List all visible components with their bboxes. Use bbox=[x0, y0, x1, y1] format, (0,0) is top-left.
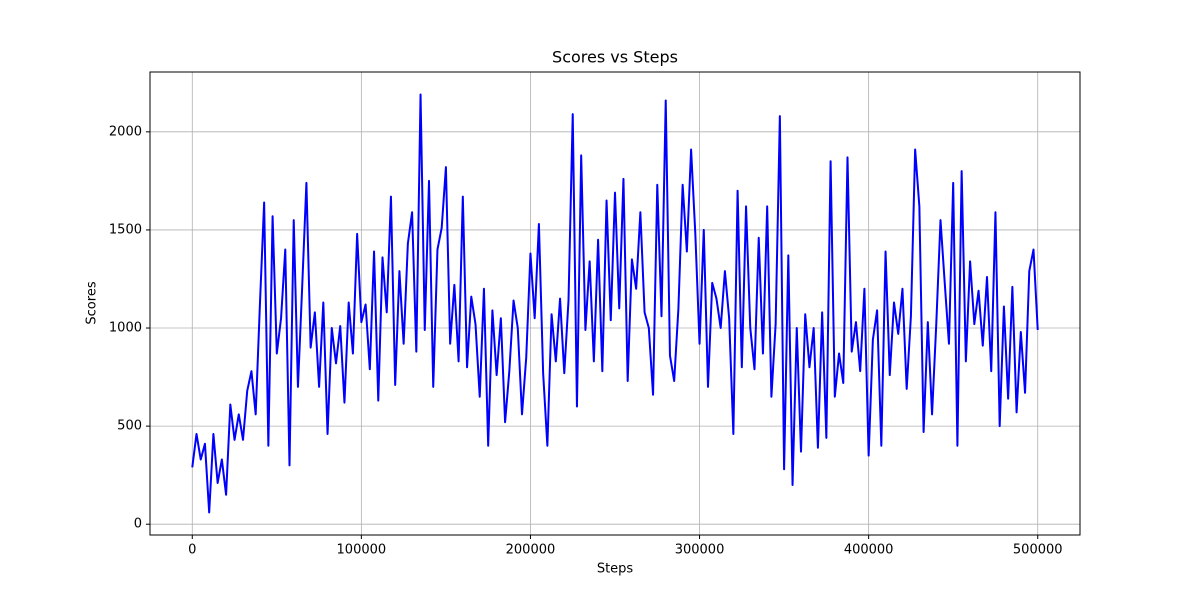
data-line bbox=[191, 93, 1039, 514]
x-tick-label: 300000 bbox=[675, 543, 725, 558]
y-tick-label: 1500 bbox=[109, 222, 142, 237]
plot-frame bbox=[149, 71, 1081, 536]
x-tick-label: 0 bbox=[188, 543, 196, 558]
x-tick-label: 500000 bbox=[1013, 543, 1063, 558]
y-tick-label: 500 bbox=[117, 419, 142, 434]
chart-title: Scores vs Steps bbox=[552, 48, 678, 67]
x-tick-label: 200000 bbox=[506, 543, 556, 558]
y-axis-label: Scores bbox=[85, 281, 100, 324]
x-tick-label: 400000 bbox=[844, 543, 894, 558]
y-tick-label: 2000 bbox=[109, 124, 142, 139]
x-tick-label: 100000 bbox=[337, 543, 387, 558]
x-axis-label: Steps bbox=[597, 562, 634, 577]
y-tick-label: 1000 bbox=[109, 321, 142, 336]
y-tick-label: 0 bbox=[134, 517, 142, 532]
